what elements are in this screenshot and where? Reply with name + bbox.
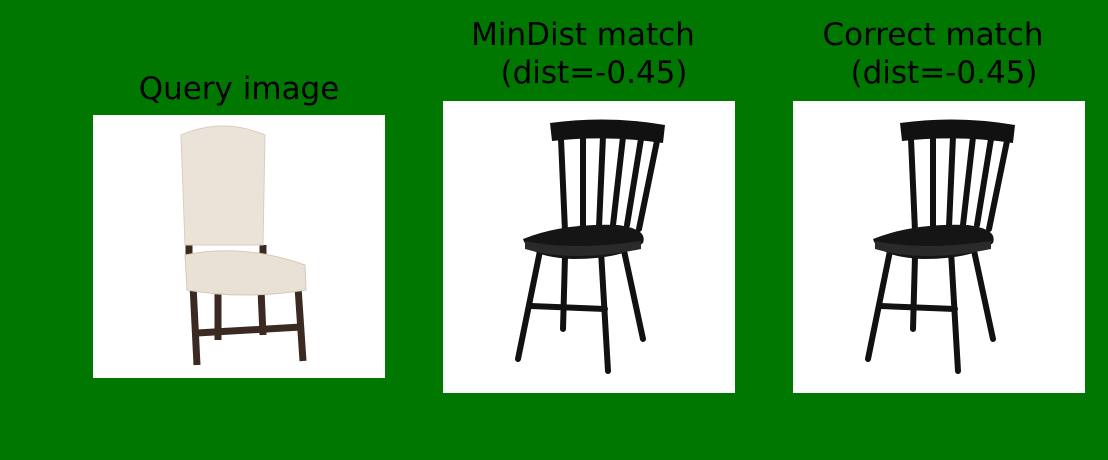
panel-correct: Correct match (dist=-0.45) xyxy=(793,17,1085,393)
panel-title: (dist=-0.45) xyxy=(851,55,1038,91)
panel-title: MinDist match xyxy=(471,17,695,53)
panel-query: Query image xyxy=(93,71,385,378)
query-chair xyxy=(180,125,307,366)
panel-title: Correct match xyxy=(822,17,1043,53)
panel-title: (dist=-0.45) xyxy=(501,55,688,91)
panel-mindist: MinDist match (dist=-0.45) xyxy=(443,17,735,393)
panel-title: Query image xyxy=(139,71,340,107)
